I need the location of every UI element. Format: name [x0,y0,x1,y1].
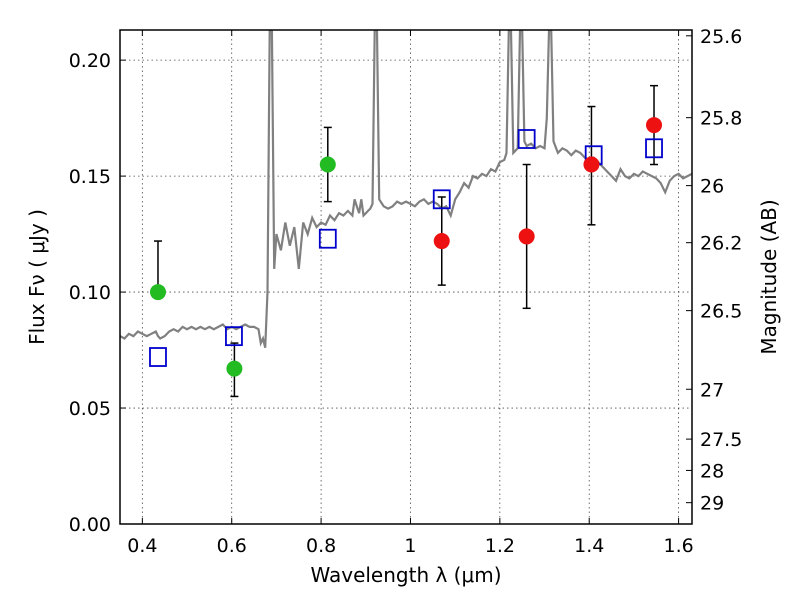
plot-frame [119,29,693,525]
observed-point [646,117,663,134]
y-tick-label: 0.00 [69,514,111,536]
x-tick-label: 0.8 [306,535,336,557]
x-tick-label: 1 [404,535,416,557]
y-axis: 0.00 0.05 0.10 0.15 0.20 [69,50,126,536]
y-tick-label: 0.05 [69,398,111,420]
right-tick-label: 27.5 [700,429,742,451]
right-tick-label: 27 [700,379,724,401]
observed-point [149,284,166,301]
observed-point [518,228,535,245]
right-tick-label: 28 [700,460,724,482]
model-square-marker [517,129,536,149]
right-axis: 25.6 25.8 26 26.2 26.5 27 27.5 28 29 [686,26,742,515]
spectrum-series [120,30,692,348]
x-tick-label: 1.4 [574,535,604,557]
model-square-marker [149,347,167,367]
x-tick-label: 0.4 [127,535,157,557]
model-square-marker [432,189,451,210]
y-tick-label: 0.15 [69,166,111,188]
observed-point [226,360,243,377]
grid-lines [120,30,692,525]
observed-point [319,156,336,173]
y-tick-label: 0.10 [69,282,111,304]
model-square-marker [645,138,663,159]
right-tick-label: 29 [700,493,724,515]
observed-point [433,233,450,250]
right-axis-label: Magnitude (AB) [757,199,781,354]
data-markers [149,84,663,398]
model-square-marker [318,228,337,249]
observed-point [583,156,600,173]
x-axis-label: Wavelength λ (μm) [310,563,501,587]
y-tick-label: 0.20 [69,50,111,72]
x-tick-label: 0.6 [217,535,247,557]
spectrum-line [120,30,692,348]
x-tick-label: 1.2 [485,535,515,557]
x-axis: 0.4 0.6 0.8 1 1.2 1.4 1.6 [127,30,694,557]
right-tick-label: 25.8 [700,108,742,130]
right-tick-label: 26.2 [700,233,742,255]
x-tick-label: 1.6 [663,535,693,557]
right-tick-label: 25.6 [700,26,742,48]
model-square-marker [225,326,243,347]
right-tick-label: 26 [700,176,724,198]
right-tick-label: 26.5 [700,301,742,323]
y-axis-label: Flux Fν ( μJy ) [25,209,49,345]
